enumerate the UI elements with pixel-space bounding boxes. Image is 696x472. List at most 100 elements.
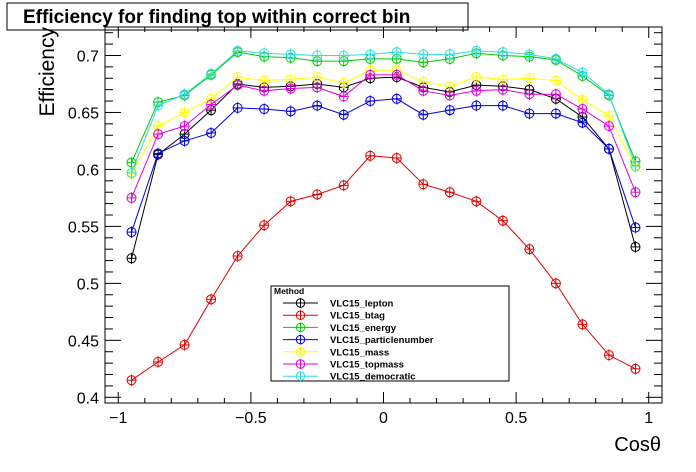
data-point — [577, 67, 588, 78]
data-point — [312, 72, 323, 83]
data-point — [259, 85, 270, 96]
legend-label: VLC15_lepton — [330, 299, 394, 310]
data-point — [338, 109, 349, 120]
y-tick-label: 0.55 — [68, 219, 99, 236]
legend-label: VLC15_particlenumber — [330, 335, 434, 346]
data-point — [550, 108, 561, 119]
data-point — [418, 49, 429, 60]
data-point — [232, 80, 243, 91]
y-tick-label: 0.6 — [77, 162, 99, 179]
legend-marker — [295, 359, 306, 369]
data-point — [471, 72, 482, 83]
data-point — [630, 161, 641, 172]
legend-marker — [295, 298, 306, 308]
data-point — [365, 49, 376, 60]
series-VLC15_btag — [126, 150, 641, 386]
data-point — [285, 83, 296, 94]
data-point — [418, 109, 429, 120]
legend-entry: VLC15_democratic — [283, 371, 416, 383]
y-axis-label: Efficiency — [36, 27, 59, 117]
data-point — [365, 69, 376, 80]
data-point — [153, 129, 164, 140]
data-point — [285, 196, 296, 207]
data-point — [232, 251, 243, 262]
y-tick-label: 0.4 — [77, 390, 99, 407]
data-point — [126, 375, 137, 386]
data-point — [471, 45, 482, 56]
legend-label: VLC15_democratic — [330, 372, 416, 383]
legend-marker — [295, 310, 306, 320]
data-point — [312, 100, 323, 111]
data-point — [391, 47, 402, 58]
legend-entry: VLC15_lepton — [283, 298, 394, 310]
legend-label: VLC15_btag — [330, 311, 385, 322]
data-point — [206, 99, 217, 110]
data-point — [577, 117, 588, 128]
data-point — [550, 278, 561, 289]
data-point — [232, 45, 243, 56]
data-point — [126, 192, 137, 203]
chart-title-box: Efficiency for finding top within correc… — [6, 2, 469, 31]
data-point — [418, 85, 429, 96]
series-VLC15_democratic — [126, 45, 641, 179]
data-point — [630, 187, 641, 198]
data-point — [232, 102, 243, 113]
data-point — [524, 108, 535, 119]
x-tick-label: 0.5 — [505, 410, 527, 427]
data-point — [418, 179, 429, 190]
data-point — [603, 121, 614, 132]
axis-ticks: −1 −0.5 0 0.5 1 0.4 0.45 0.5 0.55 0.6 0.65 0.7 — [68, 27, 662, 427]
legend-label: VLC15_topmass — [330, 360, 404, 371]
legend-entry: VLC15_topmass — [283, 359, 404, 371]
data-point — [206, 127, 217, 138]
data-point — [577, 104, 588, 115]
data-point — [179, 339, 190, 350]
x-tick-label: −0.5 — [235, 410, 267, 427]
legend-marker — [295, 322, 306, 333]
y-tick-label: 0.45 — [68, 333, 99, 350]
data-point — [126, 167, 137, 178]
x-axis-label: Cosθ — [614, 434, 661, 456]
legend-entry: VLC15_mass — [283, 346, 389, 358]
y-tick-label: 0.7 — [77, 48, 99, 65]
data-point — [524, 49, 535, 60]
legend-label: VLC15_mass — [330, 347, 389, 358]
data-point — [391, 69, 402, 80]
data-point — [391, 93, 402, 104]
data-point — [179, 89, 190, 100]
data-point — [153, 356, 164, 367]
data-point — [524, 244, 535, 255]
legend: Method VLC15_leptonVLC15_btagVLC15_energ… — [270, 285, 510, 383]
data-point — [497, 47, 508, 58]
data-point — [126, 227, 137, 238]
data-point — [497, 74, 508, 85]
data-point — [206, 68, 217, 79]
data-point — [259, 104, 270, 115]
series-VLC15_topmass — [126, 69, 641, 204]
data-point — [577, 319, 588, 330]
data-point — [471, 85, 482, 96]
data-point — [259, 75, 270, 86]
data-point — [365, 150, 376, 161]
data-point — [603, 110, 614, 121]
data-point — [471, 100, 482, 111]
data-point — [285, 106, 296, 117]
legend-marker — [295, 371, 306, 381]
data-point — [338, 50, 349, 61]
x-tick-label: 0 — [379, 410, 388, 427]
y-tick-label: 0.5 — [77, 276, 99, 293]
data-point — [338, 91, 349, 102]
data-point — [153, 100, 164, 111]
chart-title: Efficiency for finding top within correc… — [23, 7, 410, 28]
data-point — [259, 220, 270, 231]
y-tick-label: 0.65 — [68, 105, 99, 122]
data-point — [550, 53, 561, 64]
legend-title: Method — [274, 286, 304, 296]
data-point — [471, 196, 482, 207]
data-point — [603, 89, 614, 100]
data-point — [259, 48, 270, 59]
data-point — [444, 49, 455, 60]
series-line — [131, 155, 636, 381]
